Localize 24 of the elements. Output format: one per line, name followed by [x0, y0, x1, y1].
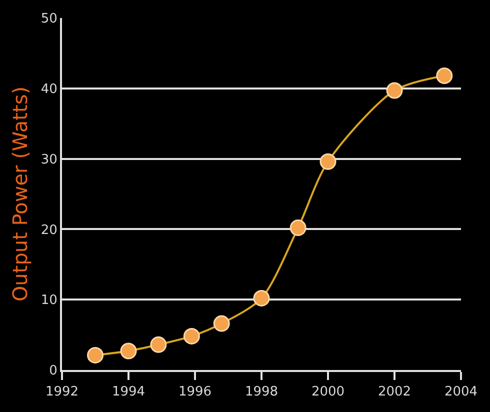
point — [87, 346, 104, 364]
point — [183, 328, 200, 344]
y-tick-label: 10 — [40, 293, 58, 308]
point — [436, 67, 453, 84]
point — [386, 82, 403, 99]
x-tick-label: 2000 — [311, 384, 345, 400]
point — [150, 336, 167, 353]
x-tick-label: 1994 — [112, 384, 146, 400]
x-tick-label: 2002 — [378, 384, 412, 400]
y-tick-label: 30 — [40, 152, 58, 168]
y-tick-label: 0 — [49, 364, 58, 379]
y-tick-label: 20 — [40, 222, 58, 238]
point — [320, 153, 336, 170]
point — [213, 315, 230, 332]
y-tick-label: 40 — [40, 82, 58, 97]
y-tick-label: 50 — [40, 12, 58, 27]
x-tick-label: 2004 — [444, 384, 478, 400]
x-tick-label: 1996 — [178, 384, 212, 400]
point — [290, 220, 306, 236]
x-tick-label: 1998 — [244, 384, 278, 400]
point — [253, 290, 270, 306]
point — [120, 342, 137, 360]
y-axis-title: Output Power (Watts) — [8, 86, 32, 302]
x-tick-label: 1992 — [45, 384, 79, 400]
